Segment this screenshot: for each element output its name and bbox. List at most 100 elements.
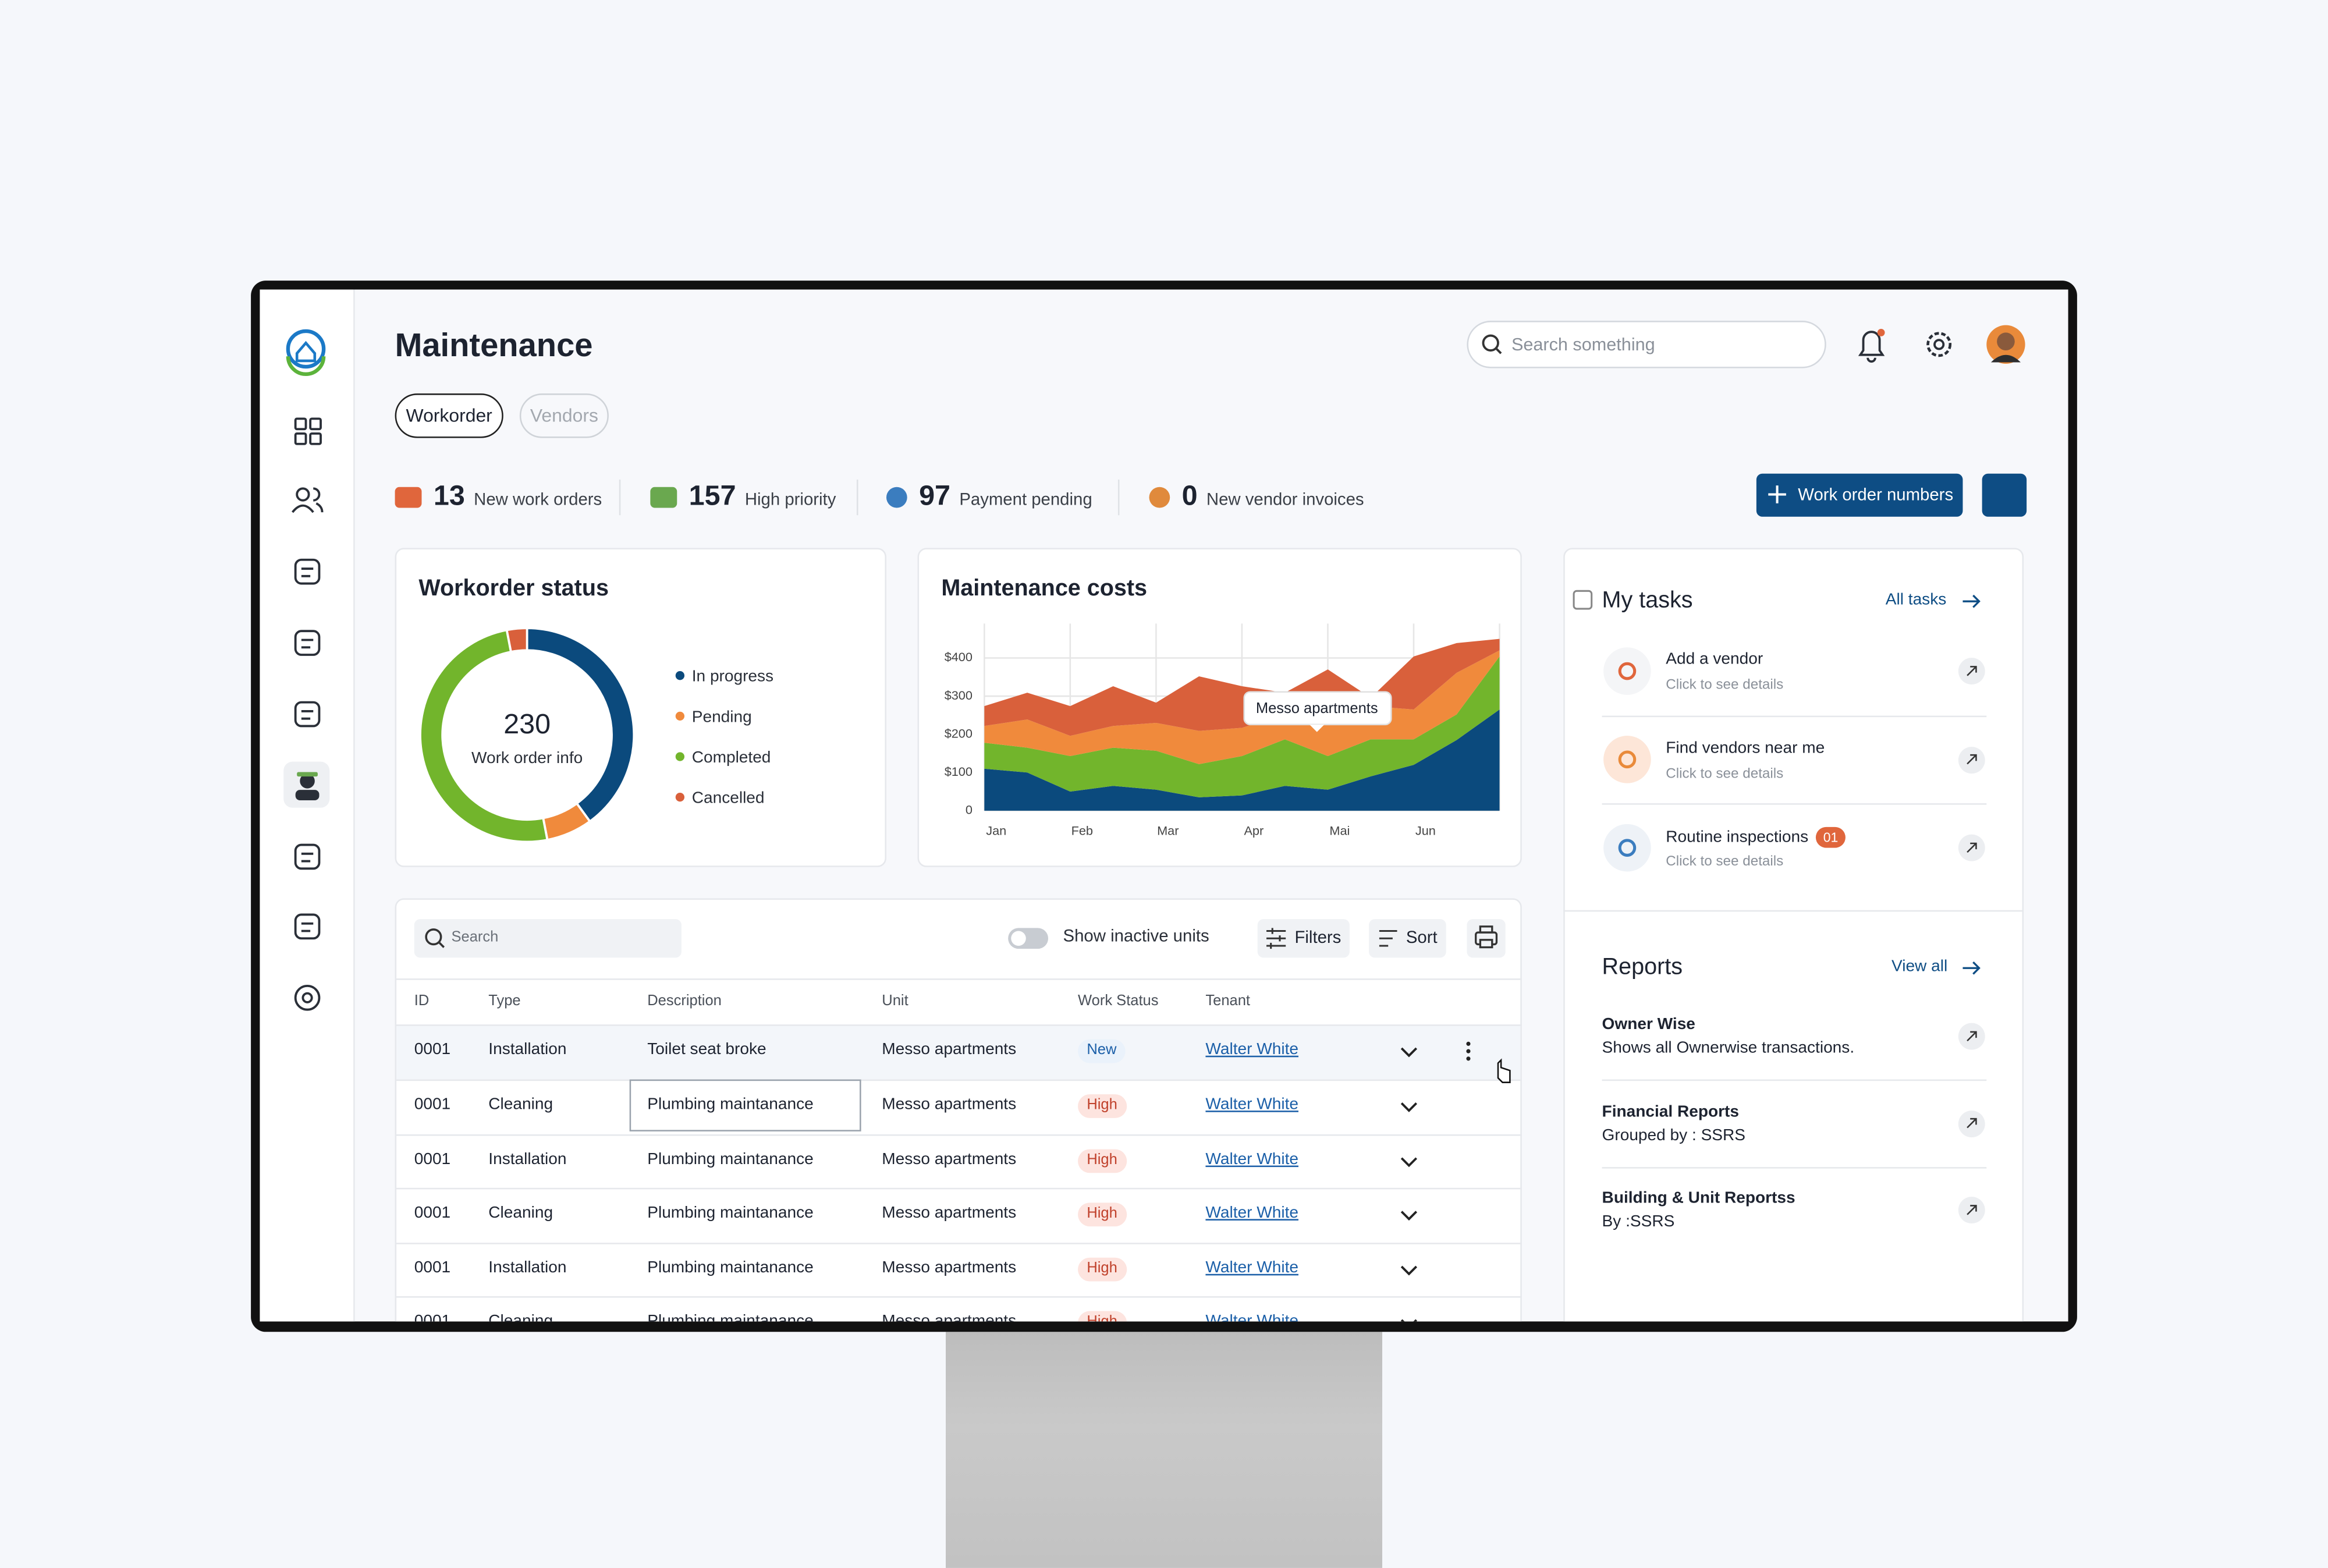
tab[interactable]: Vendors — [519, 393, 609, 438]
cell: Plumbing maintanance — [647, 1095, 814, 1114]
stat-separator — [619, 479, 621, 516]
item-subtitle: Shows all Ownerwise transactions. — [1602, 1039, 1855, 1058]
cell-selection — [629, 1079, 861, 1131]
section-link[interactable]: View all — [1891, 957, 1948, 976]
stat-label: New work orders — [474, 491, 602, 509]
row-line — [395, 1243, 1522, 1244]
app: Maintenance Search something Workorder Vend… — [260, 289, 2068, 1322]
tenant-link[interactable]: Walter White — [1205, 1312, 1298, 1322]
item-title: Routine inspections 01 — [1666, 826, 1846, 848]
status-pill: High — [1078, 1257, 1127, 1282]
bell-icon — [1858, 331, 1885, 363]
sidebar — [260, 289, 355, 1322]
sort-button[interactable]: Sort — [1369, 919, 1446, 958]
bell-dot — [1877, 329, 1885, 336]
cell: 0001 — [414, 1041, 451, 1059]
column-header: Work Status — [1078, 993, 1159, 1010]
cell: Messo apartments — [882, 1259, 1017, 1277]
table-search[interactable] — [414, 919, 682, 958]
stat: 157 High priority — [650, 480, 836, 515]
gear-icon — [1933, 339, 1945, 350]
open-button[interactable] — [1958, 746, 1985, 773]
print-button[interactable] — [1467, 919, 1506, 958]
cell: 0001 — [414, 1259, 451, 1277]
item-separator — [1602, 1080, 1987, 1081]
open-button[interactable] — [1958, 1023, 1985, 1050]
cell: Messo apartments — [882, 1312, 1017, 1322]
table-card — [395, 898, 1522, 1322]
column-header: Tenant — [1205, 993, 1251, 1010]
row-line — [395, 1079, 1522, 1081]
item-title-text: Financial Reports — [1602, 1102, 1740, 1120]
item-title: Building & Unit Reportss — [1602, 1189, 1795, 1207]
avatar-body — [1990, 354, 2021, 363]
cell: Toilet seat broke — [647, 1041, 766, 1059]
tenant-link[interactable]: Walter White — [1205, 1204, 1298, 1222]
cell: Messo apartments — [882, 1095, 1017, 1114]
open-button[interactable] — [1958, 834, 1985, 861]
item-title-text: Owner Wise — [1602, 1015, 1695, 1034]
section-link[interactable]: All tasks — [1885, 591, 1947, 609]
cell: 0001 — [414, 1204, 451, 1222]
stat-icon — [650, 487, 677, 508]
page-title: Maintenance — [395, 327, 593, 364]
item-title-text: Find vendors near me — [1666, 739, 1825, 757]
cell: 0001 — [414, 1151, 451, 1169]
item-subtitle: By :SSRS — [1602, 1213, 1675, 1231]
primary-button[interactable]: Work order numbers — [1756, 473, 1963, 517]
item-badge: 01 — [1815, 826, 1846, 848]
column-header: ID — [414, 993, 430, 1010]
section-title: Reports — [1602, 955, 1683, 980]
section-title: My tasks — [1602, 588, 1693, 613]
stat: 97 Payment pending — [886, 480, 1092, 515]
cell: Cleaning — [488, 1312, 553, 1322]
status-pill: New — [1078, 1039, 1126, 1063]
tenant-link[interactable]: Walter White — [1205, 1259, 1298, 1277]
status-pill: High — [1078, 1311, 1127, 1322]
workorder-card — [395, 548, 886, 867]
tab[interactable]: Workorder — [395, 393, 503, 438]
cell: Plumbing maintanance — [647, 1204, 814, 1222]
item-title-text: Add a vendor — [1666, 650, 1763, 668]
search-placeholder: Search something — [1511, 334, 1655, 355]
tenant-link[interactable]: Walter White — [1205, 1151, 1298, 1169]
grid-button[interactable] — [1982, 473, 2027, 517]
open-button[interactable] — [1958, 1197, 1985, 1224]
column-header: Description — [647, 993, 722, 1010]
column-header: Unit — [882, 993, 909, 1010]
stat-label: New vendor invoices — [1206, 491, 1364, 509]
item-subtitle: Grouped by : SSRS — [1602, 1126, 1746, 1144]
stat-icon — [395, 487, 422, 508]
item-subtitle: Click to see details — [1666, 765, 1784, 782]
stat-icon — [1149, 487, 1170, 508]
search-box[interactable] — [1467, 321, 1826, 368]
row-line — [395, 1296, 1522, 1298]
status-pill: High — [1078, 1202, 1127, 1227]
open-button[interactable] — [1958, 658, 1985, 685]
item-separator — [1602, 1166, 1987, 1169]
cell: Plumbing maintanance — [647, 1312, 814, 1322]
item-title: Financial Reports — [1602, 1102, 1739, 1120]
tenant-link[interactable]: Walter White — [1205, 1095, 1298, 1114]
stat-label: High priority — [744, 491, 836, 509]
filters-button[interactable]: Filters — [1257, 919, 1350, 958]
screen: Maintenance Search something Workorder Vend… — [260, 289, 2068, 1322]
item-title-text: Building & Unit Reportss — [1602, 1189, 1795, 1207]
table-search-placeholder: Search — [451, 929, 499, 946]
cell: Installation — [488, 1259, 567, 1277]
column-header: Type — [488, 993, 521, 1010]
item-title-text: Routine inspections — [1666, 828, 1809, 847]
open-button[interactable] — [1958, 1109, 1985, 1137]
avatar — [1986, 325, 2025, 364]
tenant-link[interactable]: Walter White — [1205, 1041, 1298, 1059]
stat: 13 New work orders — [395, 480, 602, 515]
costs-card — [917, 548, 1522, 867]
stat-value: 0 — [1181, 481, 1198, 513]
stat-separator — [856, 479, 858, 516]
cell: Cleaning — [488, 1095, 553, 1114]
item-title: Owner Wise — [1602, 1016, 1695, 1034]
toggle-label: Show inactive units — [1063, 928, 1209, 946]
status-pill: High — [1078, 1149, 1127, 1173]
stat: 0 New vendor invoices — [1149, 480, 1364, 515]
